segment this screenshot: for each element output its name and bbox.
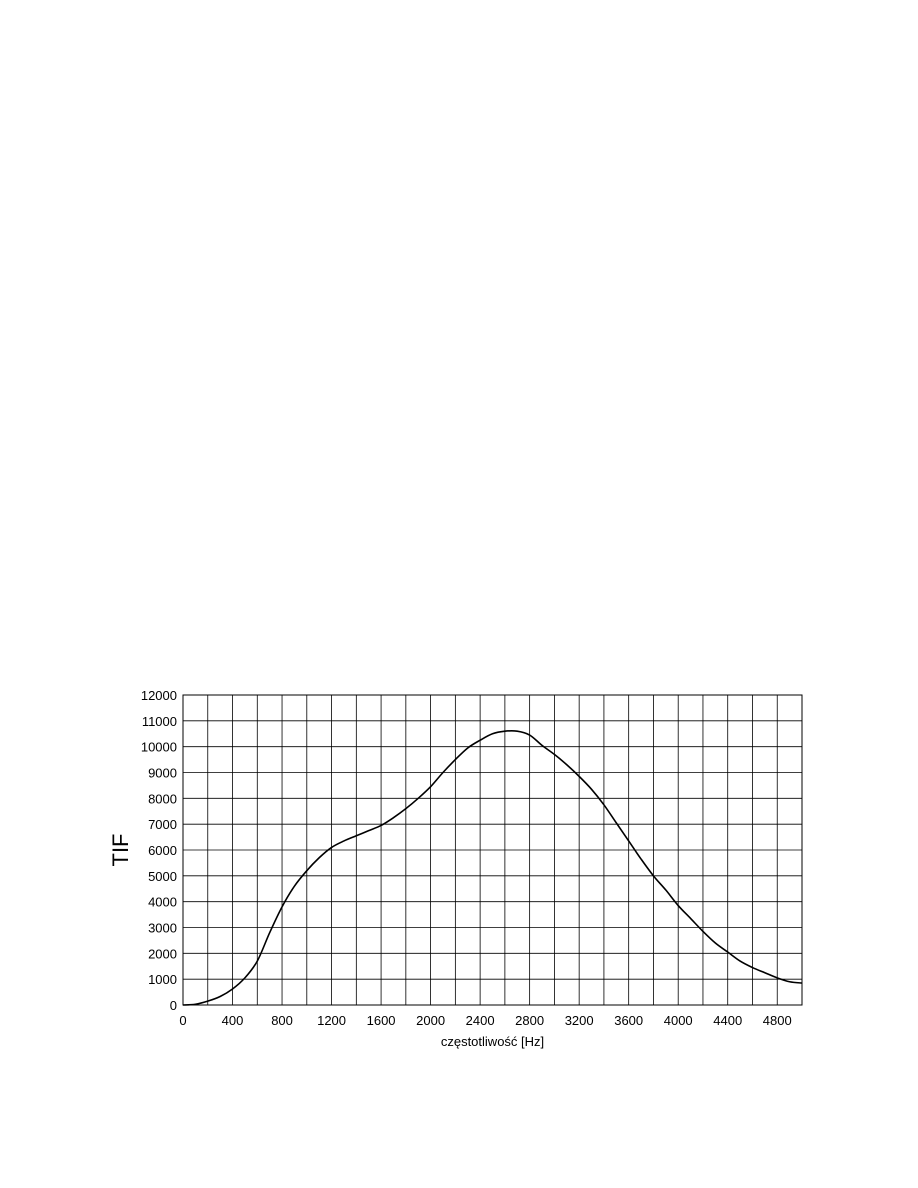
x-tick-label: 2400 — [466, 1013, 495, 1028]
x-tick-label: 3200 — [565, 1013, 594, 1028]
plot-frame — [182, 694, 803, 1006]
y-tick-label: 5000 — [148, 869, 177, 884]
grid — [183, 695, 802, 1005]
x-tick-label: 4000 — [664, 1013, 693, 1028]
x-tick-label: 800 — [271, 1013, 293, 1028]
x-tick-label: 2800 — [515, 1013, 544, 1028]
y-axis-title: TIF — [108, 834, 133, 867]
x-tick-label: 1600 — [367, 1013, 396, 1028]
y-tick-label: 7000 — [148, 817, 177, 832]
x-axis-title: częstotliwość [Hz] — [441, 1034, 544, 1049]
x-tick-label: 2000 — [416, 1013, 445, 1028]
y-axis-ticks: 0 1000 2000 3000 4000 5000 6000 7000 8000 9000 100… — [141, 688, 177, 1013]
series-line — [182, 729, 803, 1006]
x-tick-label: 400 — [222, 1013, 244, 1028]
x-tick-label: 4400 — [713, 1013, 742, 1028]
y-tick-label: 3000 — [148, 921, 177, 936]
y-tick-label: 9000 — [148, 766, 177, 781]
y-tick-label: 8000 — [148, 791, 177, 806]
x-tick-label: 1200 — [317, 1013, 346, 1028]
y-tick-label: 11000 — [142, 714, 177, 729]
y-tick-label: 6000 — [148, 843, 177, 858]
y-tick-label: 2000 — [148, 946, 177, 961]
y-tick-label: 1000 — [148, 972, 177, 987]
x-tick-label: 0 — [179, 1013, 186, 1028]
x-tick-label: 3600 — [614, 1013, 643, 1028]
x-axis-ticks: 0 400 800 1200 1600 2000 2400 2800 3200 3600 4000 4… — [179, 1013, 791, 1028]
y-tick-label: 0 — [170, 998, 177, 1013]
y-tick-label: 10000 — [141, 740, 177, 755]
y-tick-label: 12000 — [141, 688, 177, 703]
x-tick-label: 4800 — [763, 1013, 792, 1028]
y-tick-label: 4000 — [148, 895, 177, 910]
